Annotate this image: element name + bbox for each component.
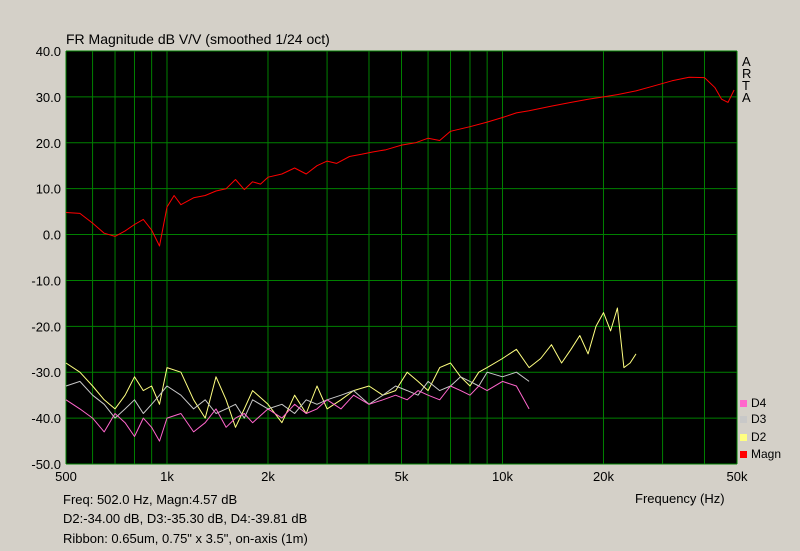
arta-letter: R xyxy=(742,66,752,81)
legend-label: D4 xyxy=(751,396,767,410)
y-tick-label: 0.0 xyxy=(43,228,61,243)
y-tick-label: -50.0 xyxy=(31,457,61,472)
x-tick-label: 5k xyxy=(395,469,409,484)
y-tick-label: -30.0 xyxy=(31,365,61,380)
y-tick-label: 10.0 xyxy=(36,182,61,197)
y-tick-label: 40.0 xyxy=(36,44,61,59)
y-axis-tick-labels: 40.0 30.0 20.0 10.0 0.0 -10.0 -20.0 -30.0 -40.0 -… xyxy=(31,44,61,472)
x-tick-label: 2k xyxy=(261,469,275,484)
x-tick-label: 50k xyxy=(727,469,748,484)
cursor-readout-distortion: D2:-34.00 dB, D3:-35.30 dB, D4:-39.81 dB xyxy=(63,511,308,526)
series-line-d2 xyxy=(65,307,637,428)
legend-label: Magn xyxy=(751,447,782,461)
x-tick-label: 10k xyxy=(492,469,513,484)
measurement-description: Ribbon: 0.65um, 0.75" x 3.5", on-axis (1… xyxy=(63,531,308,546)
series-line-magn xyxy=(65,76,735,247)
arta-letter: A xyxy=(742,54,751,69)
arta-letter: T xyxy=(742,78,750,93)
legend-label: D2 xyxy=(751,430,767,444)
y-tick-label: -40.0 xyxy=(31,411,61,426)
y-tick-label: 30.0 xyxy=(36,90,61,105)
legend-item-d2[interactable]: D2 xyxy=(740,430,766,444)
series-line-d3 xyxy=(65,371,530,419)
y-tick-label: -20.0 xyxy=(31,319,61,334)
x-tick-label: 500 xyxy=(55,469,77,484)
x-axis-label: Frequency (Hz) xyxy=(635,491,725,506)
legend-swatch xyxy=(740,400,747,408)
arta-logo: A R T A xyxy=(742,54,752,105)
y-tick-label: 20.0 xyxy=(36,136,61,151)
x-axis-tick-labels: 500 1k 2k 5k 10k 20k 50k xyxy=(55,469,748,484)
series-line-d4 xyxy=(65,380,530,442)
y-tick-label: -10.0 xyxy=(31,273,61,288)
chart-title: FR Magnitude dB V/V (smoothed 1/24 oct) xyxy=(66,31,330,47)
cursor-readout-freq: Freq: 502.0 Hz, Magn:4.57 dB xyxy=(63,492,238,507)
x-tick-label: 20k xyxy=(593,469,614,484)
arta-letter: A xyxy=(742,90,751,105)
legend-swatch xyxy=(740,416,747,424)
legend-item-d3[interactable]: D3 xyxy=(740,412,766,426)
legend-swatch xyxy=(740,451,747,459)
legend-item-magn[interactable]: Magn xyxy=(740,447,781,461)
legend-item-d4[interactable]: D4 xyxy=(740,396,766,410)
legend-swatch xyxy=(740,434,747,442)
series-lines xyxy=(65,76,735,442)
x-tick-label: 1k xyxy=(160,469,174,484)
legend-label: D3 xyxy=(751,412,767,426)
